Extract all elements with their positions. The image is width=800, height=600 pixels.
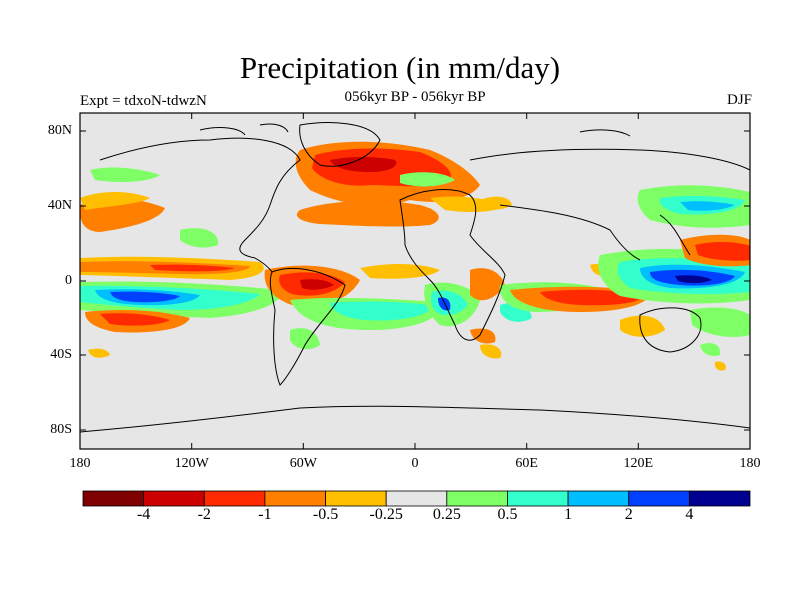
colorbar-box (203, 490, 266, 507)
anomaly-africa-orange (470, 268, 505, 301)
colorbar-box (628, 490, 690, 507)
colorbar-box (264, 490, 326, 507)
x-tick-180e: 180 (739, 456, 761, 471)
anomaly-east-asia-blue (680, 201, 735, 211)
coastline-antarctica (79, 405, 751, 433)
colorbar-box (143, 490, 205, 507)
colorbar-label: -0.5 (312, 506, 339, 523)
anomaly-trop-atlantic-yellow (360, 264, 440, 279)
coastline-north-america (99, 137, 301, 273)
anomaly-south-atlantic-cyan (330, 301, 435, 321)
colorbar-box (688, 490, 751, 507)
coastline-south-america (269, 267, 346, 386)
anomaly-south-america-orange (480, 344, 502, 359)
x-tick-120w: 120W (174, 456, 209, 471)
y-tick-40s: 40S (50, 347, 72, 362)
x-tick-180w: 180 (69, 456, 91, 471)
colorbar-label: 0.25 (432, 506, 461, 523)
anomaly-eq-pacific-red (150, 264, 235, 272)
y-tick-0: 0 (65, 273, 72, 288)
colorbar-label: -1 (258, 506, 272, 523)
plot-title: Precipitation (in mm/day) (239, 50, 561, 85)
coastline-arctic-islands (199, 123, 631, 137)
anomaly-nz-green (700, 343, 721, 356)
x-tick-0: 0 (411, 456, 419, 471)
plot-subtitle: 056kyr BP - 056kyr BP (344, 89, 486, 105)
anomaly-africa-blue (438, 297, 451, 311)
colorbar-label: 0.5 (497, 506, 518, 523)
anomaly-south-west-pacific-green (690, 307, 750, 337)
anomaly-south-pacific-blue (110, 291, 180, 303)
colorbar-label: 1 (564, 506, 573, 523)
season-label: DJF (726, 92, 752, 108)
coastline-europe-africa (399, 189, 506, 341)
anomaly-maritime-dark (675, 275, 712, 284)
y-tick-80n: 80N (47, 123, 72, 138)
anomaly-north-pacific-green (90, 167, 160, 183)
colorbar-label: -0.25 (369, 506, 403, 523)
coastline-australia (639, 307, 702, 353)
anomaly-australia-orange (620, 315, 665, 337)
colorbar-box (325, 490, 387, 507)
anomaly-amazon-dark (300, 279, 334, 290)
anomaly-arctic-green (400, 172, 455, 187)
anomaly-south-pacific-40s-yellow (88, 348, 110, 358)
anomaly-north-pacific-yellow (80, 192, 150, 210)
y-tick-80s: 80S (50, 422, 72, 437)
colorbar-box (446, 490, 508, 507)
anomaly-west-pacific-red (695, 242, 750, 261)
colorbar-box (567, 490, 630, 507)
precipitation-anomaly-fields (79, 141, 750, 371)
coastline-greenland (299, 122, 381, 167)
anomaly-north-atlantic-dark (330, 157, 397, 172)
x-tick-60w: 60W (289, 456, 317, 471)
colorbar-label: 4 (685, 506, 694, 523)
colorbar-box (82, 490, 145, 507)
colorbar-label: -4 (136, 506, 151, 523)
anomaly-south-pacific-orange-patch (714, 361, 726, 371)
colorbar-box (385, 490, 448, 507)
x-tick-60e: 60E (515, 456, 538, 471)
anomaly-europe-yellow (480, 196, 512, 210)
coastlines (79, 122, 751, 433)
colorbar-label: -2 (197, 506, 211, 523)
coastline-asia (469, 148, 751, 261)
colorbar-box (507, 490, 569, 507)
colorbar-label: 2 (624, 506, 633, 523)
anomaly-north-america-green (180, 228, 219, 248)
experiment-label: Expt = tdxoN-tdwzN (80, 93, 207, 109)
colorbar (82, 490, 751, 507)
x-tick-120e: 120E (623, 456, 654, 471)
anomaly-south-africa-orange (470, 328, 496, 344)
y-tick-40n: 40N (47, 198, 72, 213)
axis-ticks (80, 113, 750, 449)
anomaly-south-pacific-red (100, 313, 170, 326)
